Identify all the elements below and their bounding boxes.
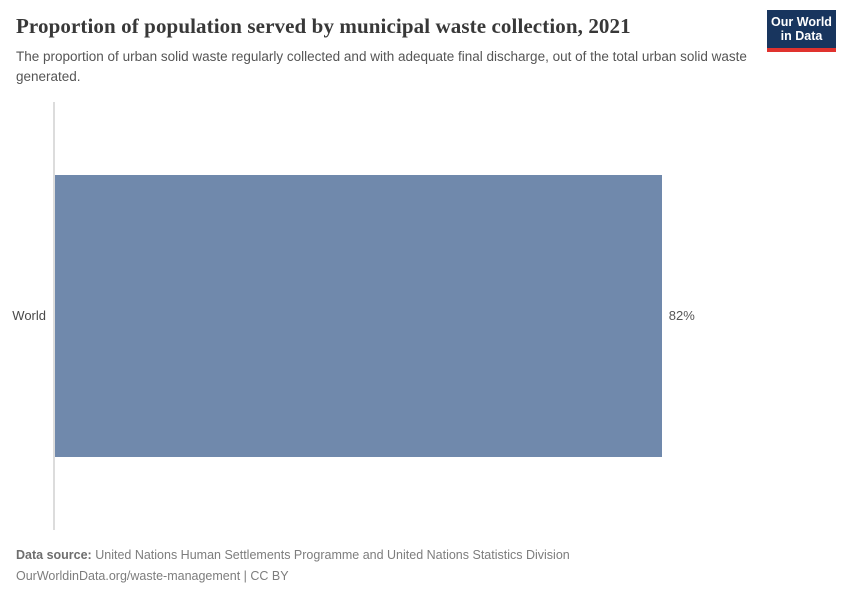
chart-header: Proportion of population served by munic…	[0, 0, 850, 88]
datasource-line: Data source: United Nations Human Settle…	[16, 545, 570, 566]
owid-logo-line2: in Data	[780, 29, 823, 44]
bar-world[interactable]	[55, 174, 662, 457]
chart-subtitle: The proportion of urban solid waste regu…	[16, 49, 747, 85]
bar-value-label: 82%	[668, 308, 695, 324]
bar-row: 82%	[55, 174, 795, 457]
bar-chart: World 82%	[0, 101, 850, 530]
plot-area: 82%	[53, 101, 795, 530]
owid-logo: Our World in Data	[767, 10, 836, 52]
y-axis-labels: World	[0, 102, 53, 530]
entity-label-world: World	[12, 308, 46, 324]
owid-logo-line1: Our World	[771, 15, 832, 29]
chart-title: Proportion of population served by munic…	[16, 14, 631, 38]
chart-footer: Data source: United Nations Human Settle…	[16, 545, 570, 588]
datasource-text: United Nations Human Settlements Program…	[95, 547, 570, 562]
license-line: OurWorldinData.org/waste-management | CC…	[16, 568, 289, 583]
datasource-label: Data source:	[16, 547, 92, 562]
